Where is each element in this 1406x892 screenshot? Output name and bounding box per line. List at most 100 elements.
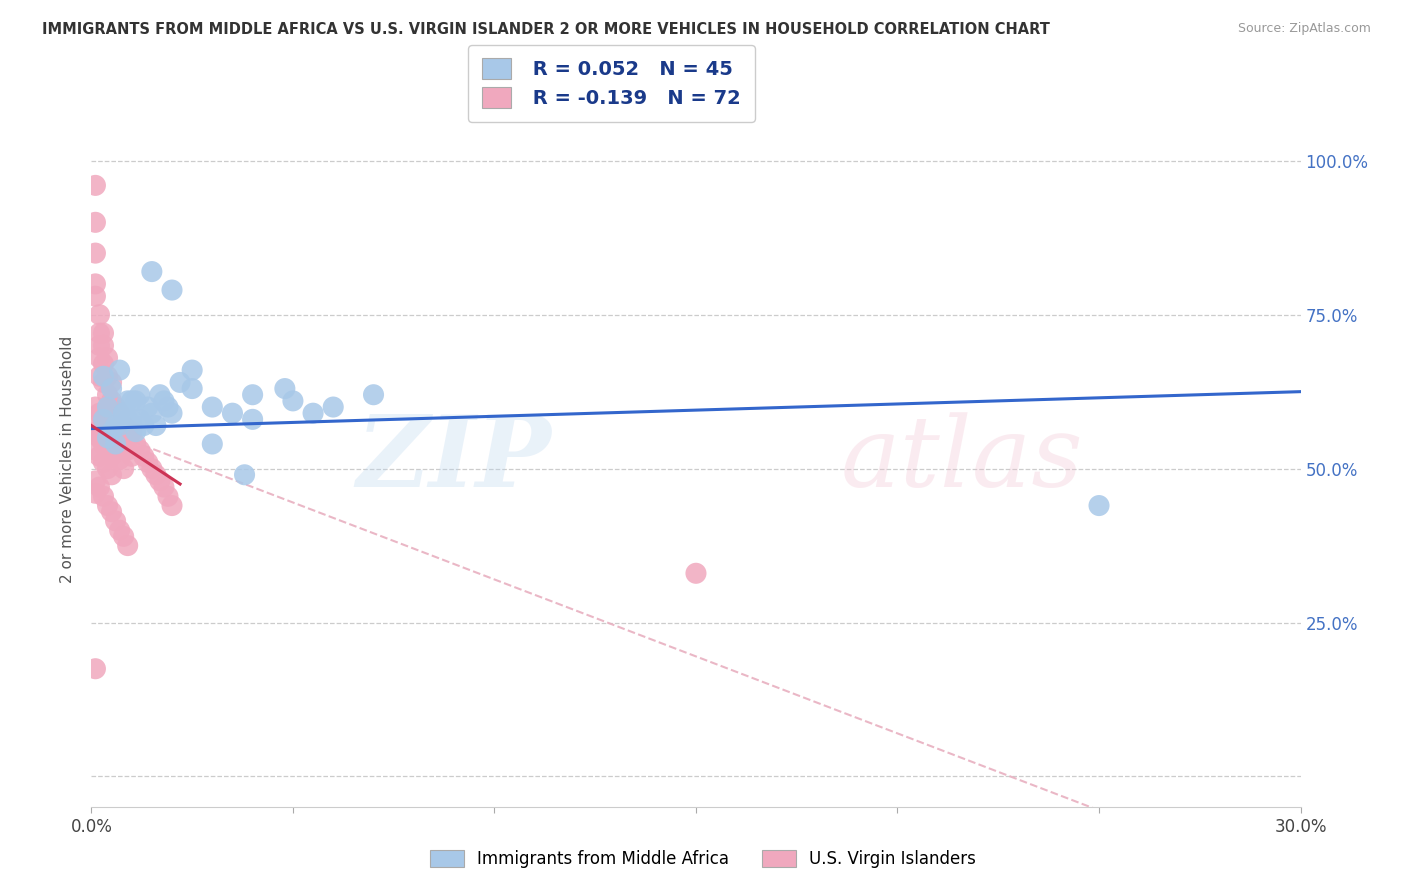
- Point: [89, 351, 111, 365]
- Point: [108, 452, 131, 467]
- Point: [89, 425, 111, 439]
- Point: [302, 406, 325, 420]
- Point: [84, 246, 107, 260]
- Point: [145, 418, 167, 433]
- Point: [125, 437, 148, 451]
- Point: [112, 437, 135, 451]
- Point: [121, 425, 143, 439]
- Point: [100, 505, 122, 519]
- Point: [132, 418, 155, 433]
- Point: [89, 480, 111, 494]
- Point: [281, 393, 304, 408]
- Point: [84, 289, 107, 303]
- Point: [169, 376, 191, 390]
- Point: [117, 393, 139, 408]
- Point: [93, 369, 115, 384]
- Point: [181, 382, 204, 396]
- Point: [89, 369, 111, 384]
- Point: [100, 393, 122, 408]
- Point: [89, 431, 111, 445]
- Point: [84, 215, 107, 229]
- Point: [121, 450, 143, 464]
- Point: [117, 539, 139, 553]
- Point: [100, 376, 122, 390]
- Point: [153, 480, 176, 494]
- Point: [132, 450, 155, 464]
- Point: [96, 461, 118, 475]
- Point: [156, 400, 179, 414]
- Point: [104, 514, 127, 528]
- Point: [153, 393, 176, 408]
- Point: [96, 388, 118, 402]
- Point: [136, 455, 159, 469]
- Point: [100, 434, 122, 448]
- Point: [96, 369, 118, 384]
- Point: [89, 338, 111, 352]
- Text: IMMIGRANTS FROM MIDDLE AFRICA VS U.S. VIRGIN ISLANDER 2 OR MORE VEHICLES IN HOUS: IMMIGRANTS FROM MIDDLE AFRICA VS U.S. VI…: [42, 22, 1050, 37]
- Point: [274, 382, 297, 396]
- Point: [112, 461, 135, 475]
- Point: [149, 474, 172, 488]
- Point: [100, 382, 122, 396]
- Point: [93, 437, 115, 451]
- Point: [84, 662, 107, 676]
- Point: [108, 425, 131, 439]
- Legend: Immigrants from Middle Africa, U.S. Virgin Islanders: Immigrants from Middle Africa, U.S. Virg…: [423, 843, 983, 875]
- Point: [100, 412, 122, 426]
- Point: [104, 400, 127, 414]
- Point: [242, 388, 264, 402]
- Point: [108, 363, 131, 377]
- Point: [221, 406, 243, 420]
- Point: [100, 425, 122, 439]
- Point: [93, 416, 115, 430]
- Point: [108, 523, 131, 537]
- Point: [108, 406, 131, 420]
- Point: [363, 388, 385, 402]
- Point: [96, 400, 118, 414]
- Point: [84, 425, 107, 439]
- Point: [141, 264, 163, 278]
- Point: [84, 474, 107, 488]
- Point: [128, 443, 150, 458]
- Point: [96, 443, 118, 458]
- Point: [322, 400, 344, 414]
- Point: [89, 450, 111, 464]
- Point: [685, 566, 707, 581]
- Point: [93, 357, 115, 371]
- Point: [125, 393, 148, 408]
- Point: [93, 412, 115, 426]
- Point: [117, 425, 139, 439]
- Point: [84, 443, 107, 458]
- Point: [84, 178, 107, 193]
- Point: [112, 406, 135, 420]
- Point: [89, 406, 111, 420]
- Point: [181, 363, 204, 377]
- Point: [84, 486, 107, 500]
- Point: [89, 308, 111, 322]
- Point: [117, 412, 139, 426]
- Point: [104, 437, 127, 451]
- Point: [141, 406, 163, 420]
- Point: [100, 450, 122, 464]
- Point: [93, 376, 115, 390]
- Point: [96, 351, 118, 365]
- Point: [96, 425, 118, 439]
- Point: [93, 338, 115, 352]
- Text: Source: ZipAtlas.com: Source: ZipAtlas.com: [1237, 22, 1371, 36]
- Point: [104, 443, 127, 458]
- Point: [121, 412, 143, 426]
- Point: [84, 400, 107, 414]
- Point: [156, 489, 179, 503]
- Point: [201, 437, 224, 451]
- Point: [125, 425, 148, 439]
- Text: ZIP: ZIP: [356, 411, 551, 508]
- Point: [104, 418, 127, 433]
- Point: [136, 400, 159, 414]
- Point: [108, 418, 131, 433]
- Point: [112, 418, 135, 433]
- Point: [160, 406, 183, 420]
- Point: [242, 412, 264, 426]
- Point: [128, 388, 150, 402]
- Point: [112, 529, 135, 543]
- Point: [201, 400, 224, 414]
